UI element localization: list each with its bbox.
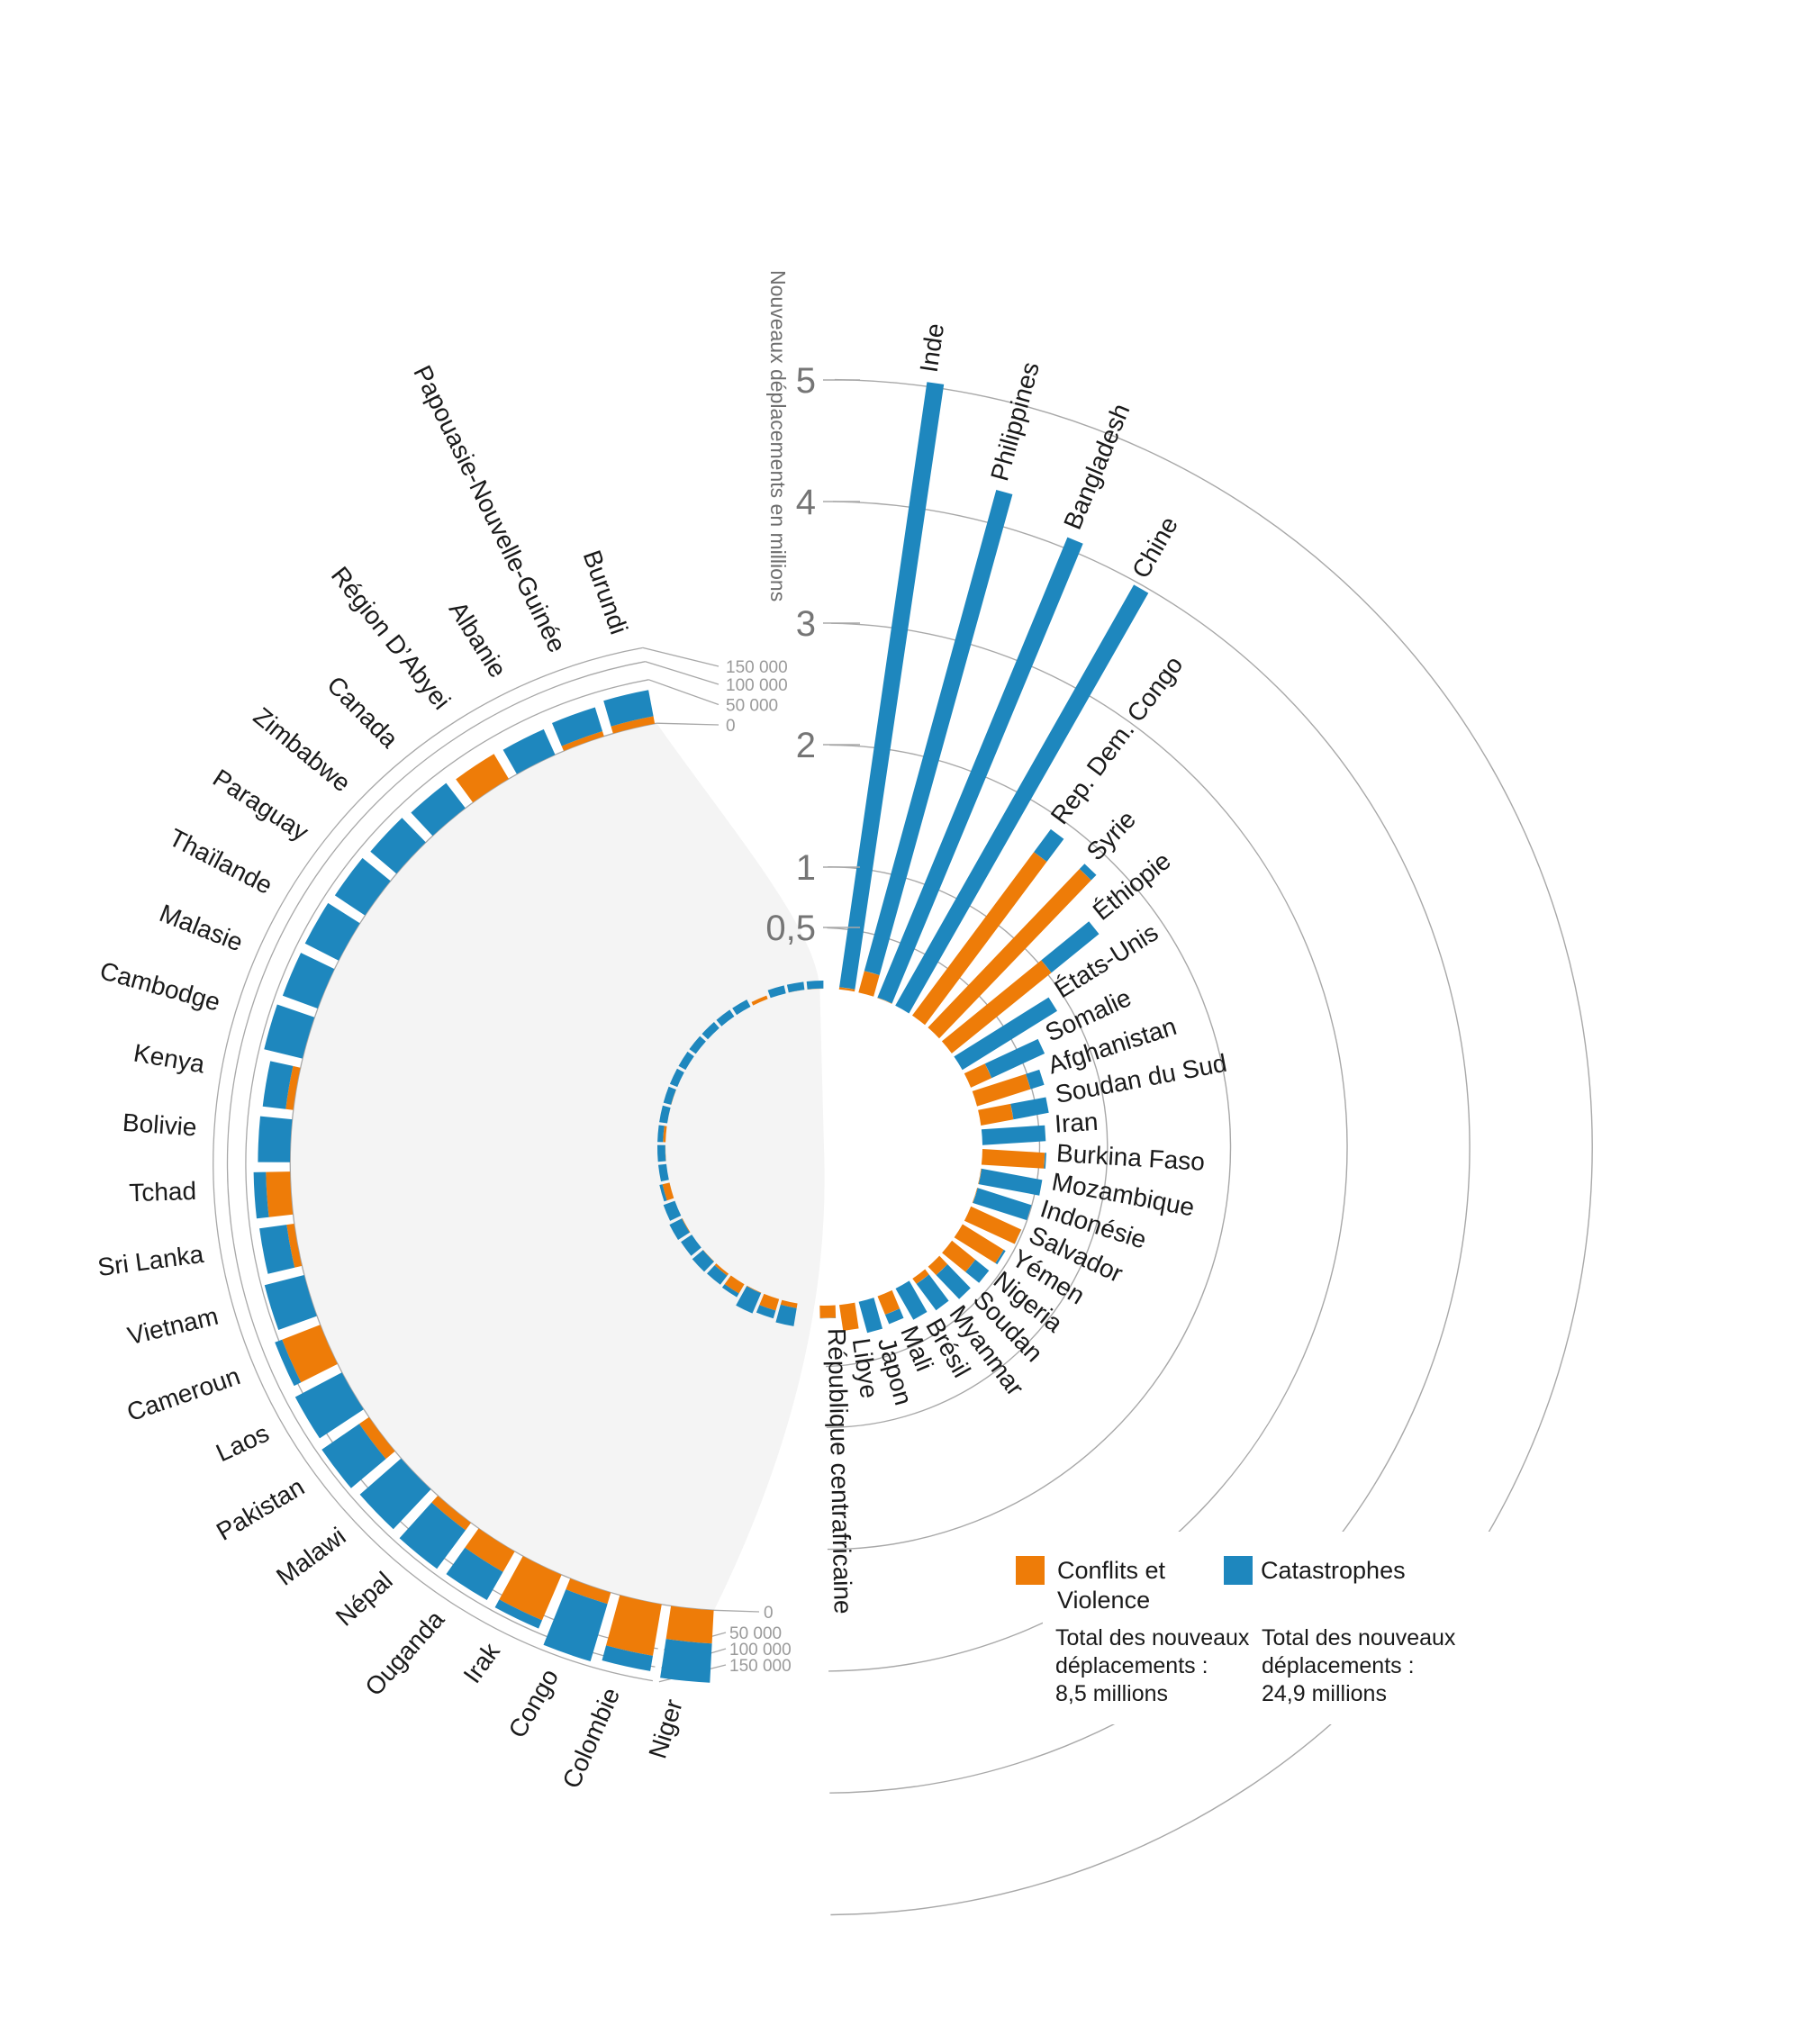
svg-text:Total des nouveaux: Total des nouveaux (1055, 1625, 1250, 1651)
svg-text:0: 0 (764, 1604, 774, 1623)
svg-text:Tchad: Tchad (129, 1177, 197, 1207)
svg-text:8,5 millions: 8,5 millions (1055, 1681, 1168, 1706)
svg-text:République centrafricaine: République centrafricaine (823, 1328, 857, 1614)
svg-text:50 000: 50 000 (729, 1624, 782, 1643)
svg-text:2: 2 (796, 726, 816, 765)
svg-text:3: 3 (796, 604, 816, 644)
svg-text:5: 5 (796, 361, 816, 401)
svg-text:0: 0 (726, 717, 736, 736)
svg-text:Bolivie: Bolivie (122, 1108, 197, 1142)
svg-text:100 000: 100 000 (726, 676, 788, 695)
svg-text:Catastrophes: Catastrophes (1261, 1557, 1406, 1584)
svg-text:0,5: 0,5 (765, 909, 816, 948)
svg-text:Violence: Violence (1057, 1587, 1150, 1614)
svg-text:Nouveaux déplacements en milli: Nouveaux déplacements en millions (766, 270, 790, 601)
svg-text:déplacements :: déplacements : (1262, 1653, 1415, 1678)
svg-text:24,9 millions: 24,9 millions (1262, 1681, 1387, 1706)
svg-text:150 000: 150 000 (729, 1657, 792, 1676)
svg-text:100 000: 100 000 (729, 1641, 792, 1660)
svg-text:Total des nouveaux: Total des nouveaux (1262, 1625, 1456, 1651)
svg-text:50 000: 50 000 (726, 697, 778, 716)
svg-text:4: 4 (796, 483, 816, 522)
svg-text:Conflits et: Conflits et (1057, 1557, 1166, 1584)
svg-text:150 000: 150 000 (726, 658, 788, 677)
svg-text:1: 1 (796, 848, 816, 888)
svg-text:déplacements :: déplacements : (1055, 1653, 1208, 1678)
svg-text:Iran: Iran (1054, 1108, 1099, 1138)
